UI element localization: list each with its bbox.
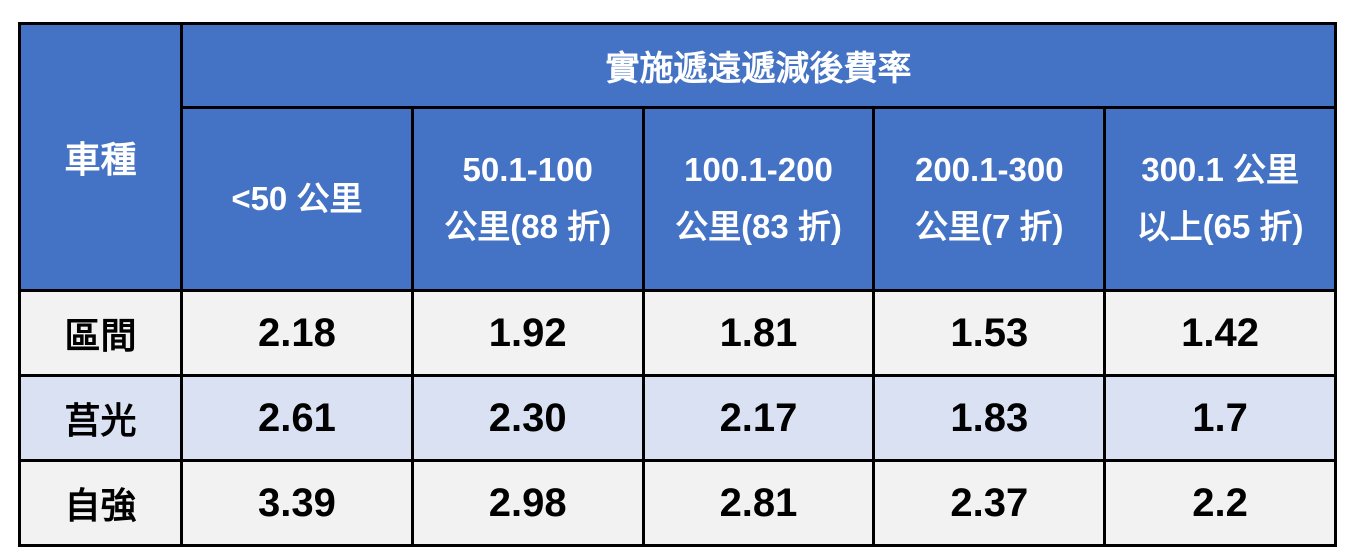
data-cell: 2.61 xyxy=(180,374,414,462)
table-row-chukuang: 莒光 2.61 2.30 2.17 1.83 1.7 xyxy=(18,374,1337,462)
data-cell: 2.81 xyxy=(641,459,876,547)
column-header-row: <50 公里 50.1-100 公里(88 折) 100.1-200 公里(83… xyxy=(20,106,1337,292)
row-label-cell: 莒光 xyxy=(18,374,183,462)
column-header-cell-100-200km: 100.1-200 公里(83 折) xyxy=(641,106,876,292)
data-cell: 1.53 xyxy=(872,289,1107,377)
data-cell: 3.39 xyxy=(180,459,414,547)
column-header-cell-over300km: 300.1 公里 以上(65 折) xyxy=(1103,106,1337,292)
table-row-local: 區間 2.18 1.92 1.81 1.53 1.42 xyxy=(18,289,1337,377)
data-cell: 2.37 xyxy=(872,459,1107,547)
row-label-cell: 自強 xyxy=(18,459,183,547)
data-cell: 2.2 xyxy=(1103,459,1337,547)
group-header-row: 車種 實施遞遠遞減後費率 xyxy=(18,22,1337,292)
fare-rate-table: 車種 實施遞遠遞減後費率 <50 公里 50.1-100 公里(88 折) 10… xyxy=(18,22,1337,547)
data-cell: 1.42 xyxy=(1103,289,1337,377)
data-cell: 1.81 xyxy=(641,289,876,377)
data-cell: 1.83 xyxy=(872,374,1107,462)
group-header-cell: 實施遞遠遞減後費率 xyxy=(180,22,1337,109)
data-cell: 1.92 xyxy=(410,289,645,377)
column-header-cell-200-300km: 200.1-300 公里(7 折) xyxy=(872,106,1107,292)
column-header-cell-lt50km: <50 公里 xyxy=(180,106,414,292)
corner-header-cell: 車種 xyxy=(18,22,183,292)
data-cell: 2.30 xyxy=(410,374,645,462)
data-cell: 1.7 xyxy=(1103,374,1337,462)
data-cell: 2.98 xyxy=(410,459,645,547)
row-label-cell: 區間 xyxy=(18,289,183,377)
table-row-tzechiang: 自強 3.39 2.98 2.81 2.37 2.2 xyxy=(18,459,1337,547)
column-header-cell-50-100km: 50.1-100 公里(88 折) xyxy=(410,106,645,292)
data-cell: 2.18 xyxy=(180,289,414,377)
data-cell: 2.17 xyxy=(641,374,876,462)
